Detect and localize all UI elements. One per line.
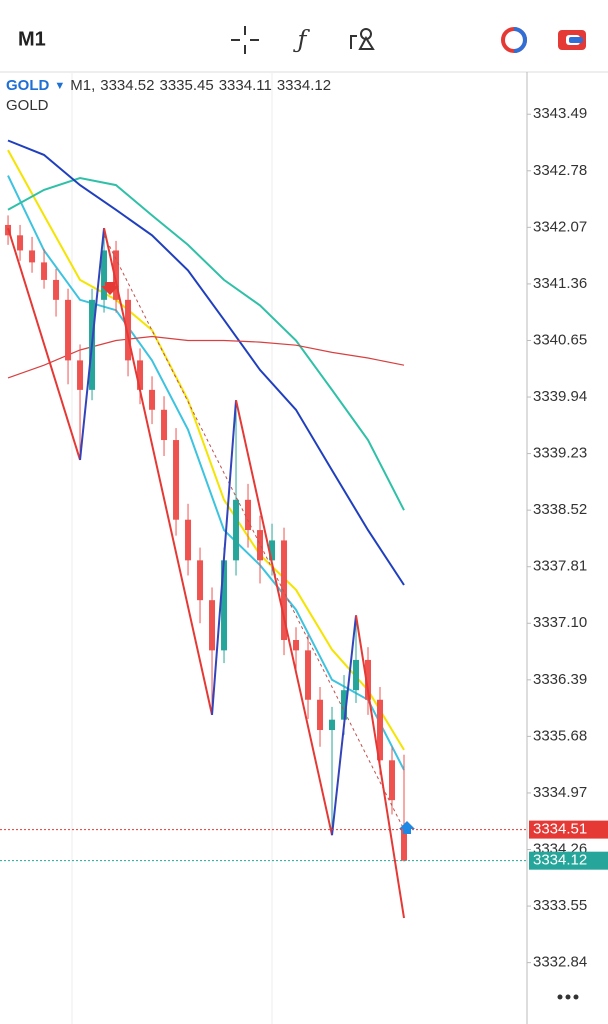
candle-body xyxy=(293,640,300,651)
candle-body xyxy=(305,650,312,700)
candle-body xyxy=(329,719,336,731)
symbol-description: GOLD xyxy=(6,97,49,114)
candle-body xyxy=(53,279,60,300)
candle-body xyxy=(125,299,132,361)
candle-body xyxy=(269,540,276,561)
legend-low: 3334.11 xyxy=(219,77,272,94)
trendline xyxy=(103,235,405,830)
y-tick-label: 3332.84 xyxy=(533,954,587,971)
candle-body xyxy=(221,560,228,651)
candle-body xyxy=(281,540,288,641)
candle-body xyxy=(41,262,48,280)
price-label-bg xyxy=(529,851,608,870)
legend-close: 3334.12 xyxy=(277,77,331,94)
y-tick-label: 3335.68 xyxy=(533,727,587,744)
y-tick-label: 3342.78 xyxy=(533,162,587,179)
candle-body xyxy=(377,699,384,761)
zigzag-segment xyxy=(211,400,238,715)
candle-body xyxy=(401,828,408,861)
zigzag-segment xyxy=(355,615,405,919)
y-tick-label: 3339.23 xyxy=(533,445,587,462)
candle-body xyxy=(317,699,324,731)
y-tick-label: 3338.52 xyxy=(533,501,587,518)
candle-body xyxy=(353,659,360,691)
y-tick-label: 3334.97 xyxy=(533,784,587,801)
y-tick-label: 3343.49 xyxy=(533,105,587,122)
candle-body xyxy=(149,389,156,410)
account-icon[interactable] xyxy=(558,30,586,50)
y-tick-label: 3333.55 xyxy=(533,897,587,914)
price-label: 3334.51 xyxy=(533,821,587,838)
zigzag-segment xyxy=(79,228,106,461)
trade-markers xyxy=(101,282,415,834)
candle-body xyxy=(65,299,72,361)
zigzag-segment xyxy=(103,227,214,716)
price-label-bg xyxy=(529,820,608,839)
symbol[interactable]: GOLD xyxy=(6,77,49,94)
zigzag-segment xyxy=(7,227,81,461)
moving-average xyxy=(7,335,405,379)
plot xyxy=(0,139,527,919)
candle-body xyxy=(365,659,372,700)
crosshair-icon[interactable] xyxy=(231,26,259,54)
toolbar xyxy=(0,0,608,72)
y-tick-label: 3337.81 xyxy=(533,558,587,575)
candle-body xyxy=(389,760,396,801)
sell-marker xyxy=(101,282,119,295)
indicators-icon[interactable]: ƒ xyxy=(293,26,311,54)
trade-icon[interactable] xyxy=(501,27,527,53)
more-button[interactable] xyxy=(557,994,579,1000)
moving-average xyxy=(7,149,405,751)
price-axis: 3343.49 3342.78 3342.07 3341.36 3340.65 3339.… xyxy=(527,105,608,971)
moving-average xyxy=(7,175,405,771)
candle-body xyxy=(233,499,240,561)
y-tick-label: 3336.39 xyxy=(533,671,587,688)
zigzag-segment xyxy=(235,399,333,836)
chart-legend: GOLD ▼ M1, 3334.52 3335.45 3334.11 3334.12 xyxy=(6,77,331,94)
candle-body xyxy=(137,360,144,390)
candle-body xyxy=(161,409,168,441)
legend-open: 3334.52 xyxy=(100,77,154,94)
y-tick-label: 3341.36 xyxy=(533,275,587,292)
candle-body xyxy=(77,360,84,390)
y-tick-label: 3342.07 xyxy=(533,218,587,235)
y-tick-label: 3340.65 xyxy=(533,331,587,348)
buy-marker xyxy=(399,821,415,834)
candle-body xyxy=(257,530,264,561)
candle-body xyxy=(113,250,120,300)
candle-body xyxy=(245,499,252,531)
legend-timeframe: M1, xyxy=(70,77,95,94)
candle-body xyxy=(17,235,24,251)
timeframe-button[interactable]: M1 xyxy=(18,28,46,50)
candle-body xyxy=(197,560,204,601)
legend-high: 3335.45 xyxy=(159,77,213,94)
zigzag-segment xyxy=(331,615,358,836)
candle-body xyxy=(101,250,108,300)
candle-body xyxy=(341,690,348,720)
candle-body xyxy=(173,440,180,520)
candle-body xyxy=(209,600,216,651)
y-tick-label: 3339.94 xyxy=(533,388,587,405)
y-tick-label: 3337.10 xyxy=(533,614,587,631)
price-label: 3334.12 xyxy=(533,852,587,869)
candle-body xyxy=(29,250,36,263)
candle-body xyxy=(185,519,192,561)
moving-average xyxy=(7,139,405,586)
objects-icon[interactable] xyxy=(350,28,375,50)
